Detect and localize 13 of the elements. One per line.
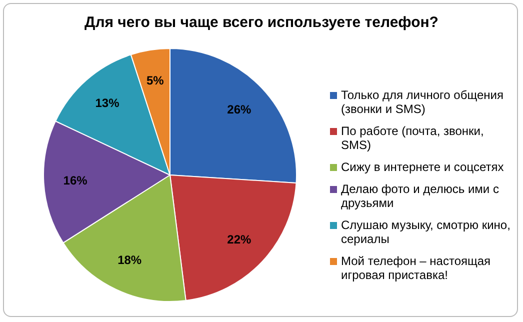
- chart-title: Для чего вы чаще всего используете телефон?: [84, 14, 440, 31]
- data-label: 13%: [95, 96, 120, 110]
- legend-label: По работе (почта, звонки, SMS): [341, 124, 485, 152]
- data-label: 16%: [63, 173, 88, 188]
- data-label: 18%: [118, 253, 142, 268]
- legend-label: Делаю фото и делюсь ими с друзьями: [341, 182, 500, 210]
- legend-label: Сижу в интернете и соцсетях: [341, 160, 504, 174]
- legend-label: Слушаю музыку, смотрю кино, сериалы: [341, 218, 512, 246]
- data-label: 22%: [227, 232, 252, 246]
- data-label: 5%: [146, 74, 164, 88]
- legend-label: Мой телефон – настоящая игровая приставка!: [341, 254, 492, 282]
- legend-label: Только для личного общения (звонки и SMS): [341, 88, 504, 116]
- data-label: 26%: [227, 102, 252, 116]
